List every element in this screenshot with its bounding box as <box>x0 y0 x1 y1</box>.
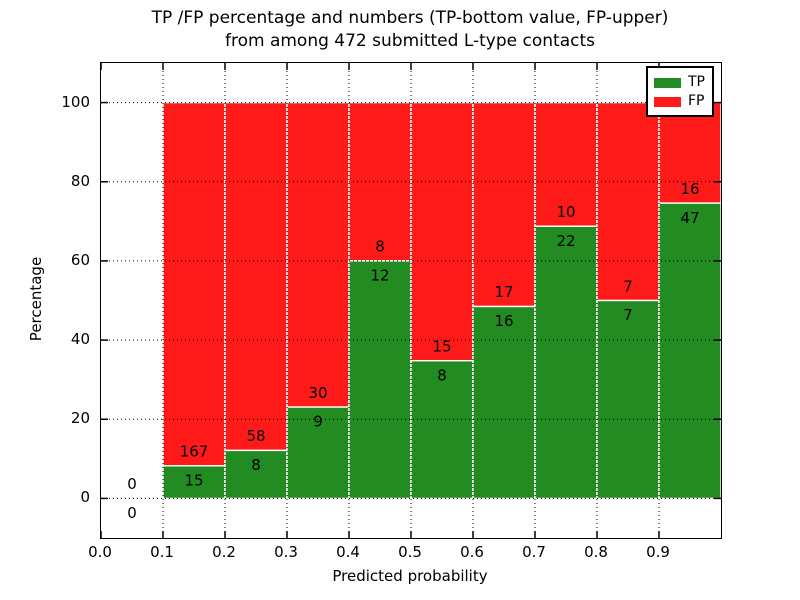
bar-fp-segment <box>286 101 350 408</box>
x-tick-label: 0.8 <box>584 543 608 561</box>
tp-count-label: 8 <box>437 366 447 384</box>
fp-count-label: 167 <box>180 443 209 461</box>
tp-count-label: 22 <box>556 232 575 250</box>
bar-tp-segment <box>472 305 536 500</box>
x-tick-label: 0.9 <box>646 543 670 561</box>
tp-count-label: 15 <box>184 471 203 489</box>
chart-title-line-2: from among 472 submitted L-type contacts <box>224 31 595 51</box>
legend-swatch-fp <box>654 96 681 107</box>
fp-count-label: 17 <box>494 283 513 301</box>
x-tick-label: 0.3 <box>274 543 298 561</box>
plot-canvas: 0 0 167 15 58 8 30 9 8 12 15 8 17 16 10 22 7 7 16 47 <box>101 63 721 538</box>
tp-count-label: 0 <box>127 504 137 522</box>
bar-tp-segment <box>596 299 660 500</box>
bar-tp-segment <box>658 202 721 500</box>
chart-title-line-1: TP /FP percentage and numbers (TP-bottom… <box>151 8 669 28</box>
x-tick-label: 0.6 <box>460 543 484 561</box>
bar-fp-segment <box>348 101 412 262</box>
bar-tp-segment <box>162 465 226 500</box>
x-tick-label: 0.2 <box>212 543 236 561</box>
bar-tp-segment <box>286 406 350 500</box>
x-axis-label: Predicted probability <box>332 567 488 585</box>
bar-tp-segment <box>348 260 412 500</box>
bar-fp-segment <box>472 101 536 308</box>
legend-label: FP <box>688 93 705 109</box>
bar-fp-segment <box>224 101 288 452</box>
y-tick-label: 40 <box>70 330 90 349</box>
fp-count-label: 58 <box>246 427 265 445</box>
x-tick-label: 0.4 <box>336 543 360 561</box>
bar-tp-segment <box>224 449 288 500</box>
tp-count-label: 12 <box>370 267 389 285</box>
tp-count-label: 47 <box>680 209 699 227</box>
tp-count-label: 8 <box>251 456 261 474</box>
y-tick-label: 80 <box>70 171 90 190</box>
x-tick-label: 0.5 <box>398 543 422 561</box>
fp-count-label: 10 <box>556 203 575 221</box>
tp-count-label: 9 <box>313 413 323 431</box>
fp-count-label: 30 <box>308 384 327 402</box>
tp-count-label: 16 <box>494 312 513 330</box>
legend-entry-fp: FP <box>654 92 706 111</box>
bar-tp-segment <box>534 225 598 500</box>
chart-title: TP /FP percentage and numbers (TP-bottom… <box>100 7 720 53</box>
bar-fp-segment <box>410 101 474 362</box>
fp-count-label: 0 <box>127 475 137 493</box>
fp-count-label: 8 <box>375 238 385 256</box>
legend-label: TP <box>688 74 705 90</box>
fp-count-label: 7 <box>623 277 633 295</box>
x-tick-label: 0.1 <box>150 543 174 561</box>
y-tick-label: 20 <box>70 409 90 428</box>
x-tick-label: 0.0 <box>88 543 112 561</box>
tp-count-label: 7 <box>623 306 633 324</box>
plot-area: 0 0 167 15 58 8 30 9 8 12 15 8 17 16 10 22 7 7 16 47 <box>100 62 722 539</box>
y-tick-label: 0 <box>80 488 90 507</box>
y-tick-label: 100 <box>61 92 90 111</box>
bar-fp-segment <box>162 101 226 467</box>
fp-count-label: 15 <box>432 337 451 355</box>
legend-entry-tp: TP <box>654 73 706 92</box>
legend-swatch-tp <box>654 77 681 88</box>
legend: TP FP <box>646 66 714 117</box>
fp-count-label: 16 <box>680 180 699 198</box>
bar-fp-segment <box>534 101 598 227</box>
y-axis-label: Percentage <box>27 256 45 342</box>
bar-fp-segment <box>596 101 660 302</box>
x-tick-label: 0.7 <box>522 543 546 561</box>
y-tick-label: 60 <box>70 250 90 269</box>
